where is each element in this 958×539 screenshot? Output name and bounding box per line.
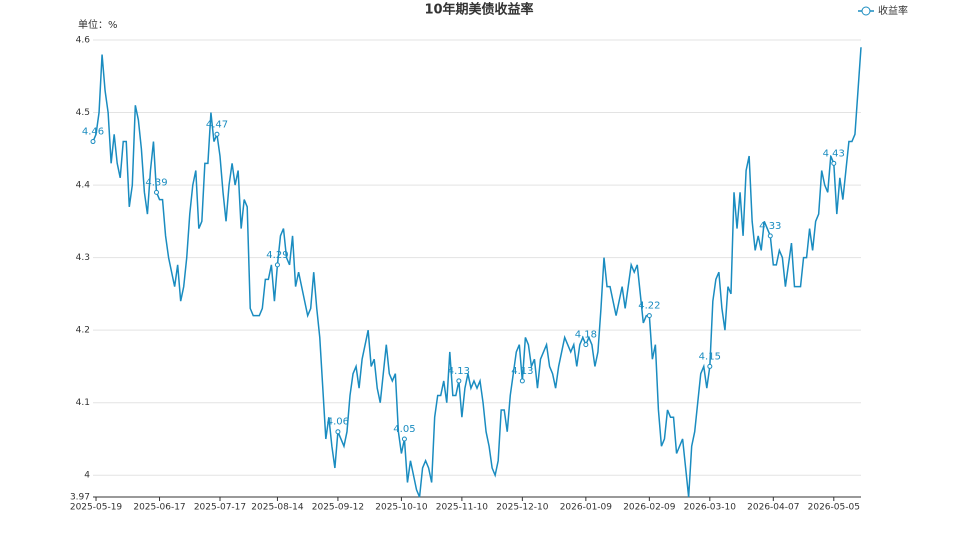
data-label: 4.05 <box>393 424 415 435</box>
data-point <box>456 378 462 384</box>
data-label: 4.39 <box>145 177 167 188</box>
data-label: 4.46 <box>82 127 104 138</box>
y-tick-label: 4.5 <box>76 108 90 118</box>
data-label: 4.22 <box>638 301 660 312</box>
data-point <box>646 313 652 319</box>
data-label: 4.13 <box>511 366 533 377</box>
data-label: 4.15 <box>699 351 721 362</box>
data-line <box>92 47 862 498</box>
x-tick-label: 2026-03-10 <box>684 503 737 513</box>
y-tick-label: 4.2 <box>76 326 90 336</box>
data-point <box>335 429 341 435</box>
x-tick-label: 2025-12-10 <box>496 503 549 513</box>
y-tick-label: 4.3 <box>76 253 90 263</box>
x-tick-label: 2025-09-12 <box>312 503 364 513</box>
x-tick-label: 2025-05-19 <box>70 503 123 513</box>
x-tick-label: 2026-01-09 <box>560 503 613 513</box>
data-point <box>401 436 407 442</box>
data-point <box>707 363 713 369</box>
x-tick-label: 2025-10-10 <box>375 503 428 513</box>
data-point <box>583 342 589 348</box>
y-tick-label: 4.6 <box>76 36 91 46</box>
data-point <box>274 262 280 268</box>
data-label: 4.13 <box>448 366 470 377</box>
data-label: 4.33 <box>759 221 781 232</box>
x-tick-label: 2025-08-14 <box>251 503 304 513</box>
data-label: 4.06 <box>327 417 349 428</box>
data-label: 4.47 <box>206 119 228 130</box>
data-label: 4.29 <box>266 250 288 261</box>
data-point <box>767 233 773 239</box>
y-tick-label: 4.4 <box>76 181 91 191</box>
chart-title: 10年期美债收益率 <box>424 2 533 18</box>
data-point <box>153 189 159 195</box>
x-tick-label: 2026-02-09 <box>623 503 676 513</box>
x-tick-label: 2026-04-07 <box>747 503 799 513</box>
x-tick-label: 2026-05-05 <box>808 503 860 513</box>
legend-label: 收益率 <box>878 4 908 17</box>
unit-label: 单位：% <box>78 18 118 31</box>
data-point <box>519 378 525 384</box>
x-tick-label: 2025-11-10 <box>436 503 489 513</box>
x-tick-label: 2025-06-17 <box>133 503 185 513</box>
y-tick-label: 4 <box>84 471 90 481</box>
data-point <box>90 139 96 145</box>
data-label: 4.43 <box>823 148 845 159</box>
legend-marker <box>861 6 871 16</box>
y-tick-label: 4.1 <box>76 398 90 408</box>
data-point <box>214 131 220 137</box>
data-point <box>831 160 837 166</box>
y-tick-label: 3.97 <box>70 493 90 503</box>
x-tick-label: 2025-07-17 <box>194 503 246 513</box>
data-label: 4.18 <box>575 330 597 341</box>
